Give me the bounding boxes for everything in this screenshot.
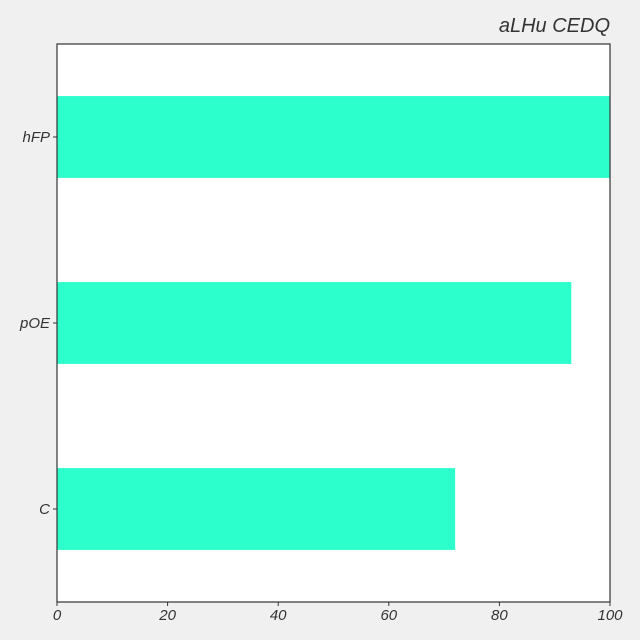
x-tick-label: 80: [491, 607, 508, 624]
bars-layer: [57, 96, 610, 550]
y-tick-label: C: [39, 501, 50, 518]
x-tick-label: 40: [270, 607, 287, 624]
y-tick-label: hFP: [22, 129, 50, 146]
x-tick-label: 60: [380, 607, 397, 624]
y-tick-label: pOE: [19, 315, 51, 332]
chart-title: aLHu CEDQ: [499, 15, 610, 37]
x-axis-ticks: 0 20 40 60 80 100: [53, 602, 623, 624]
x-tick-label: 0: [53, 607, 62, 624]
x-tick-label: 20: [158, 607, 176, 624]
bar-poe: [57, 282, 572, 364]
bar-c: [57, 468, 456, 550]
bar-hfp: [57, 96, 610, 178]
x-tick-label: 100: [597, 607, 623, 624]
